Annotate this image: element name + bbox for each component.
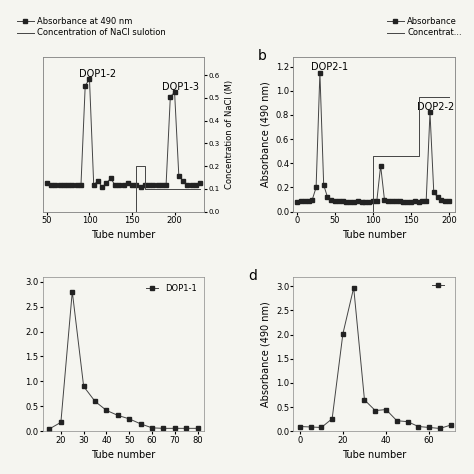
Absorbance at 490 nm [146,182,152,188]
Absorbance at 490 nm [159,182,164,188]
Absorbance at 490 nm [155,182,160,188]
DOP1-1 [127,416,132,422]
Absorbance at 490 nm [112,182,118,188]
Text: DOP1-3: DOP1-3 [162,82,199,92]
Absorbance at 490 nm [70,182,75,188]
DOP1-1 [46,426,52,432]
Absorbance at 490 nm [108,175,114,181]
Concentration of NaCl sulotion [134,209,139,214]
Absorbance at 490 nm [44,180,50,186]
Absorbance at 490 nm [87,76,92,82]
DOP1-1 [58,419,64,425]
DOP1-1 [149,425,155,431]
Absorbance at 490 nm [142,182,147,188]
Absorbance at 490 nm [117,182,122,188]
Absorbance at 490 nm [91,182,97,188]
Absorbance at 490 nm [197,180,203,186]
X-axis label: Tube number: Tube number [342,450,406,460]
Line: Concentration of NaCl sulotion: Concentration of NaCl sulotion [47,166,200,211]
Absorbance at 490 nm [129,182,135,188]
Y-axis label: Absorbance (490 nm): Absorbance (490 nm) [260,82,270,187]
Absorbance at 490 nm [176,173,182,179]
DOP1-1 [195,426,201,431]
Text: b: b [258,49,266,63]
Absorbance at 490 nm [74,182,80,188]
Absorbance at 490 nm [78,182,84,188]
Absorbance at 490 nm [61,182,67,188]
Legend:  [432,281,451,290]
Concentration of NaCl sulotion [142,186,147,191]
Legend: Absorbance at 490 nm, Concentration of NaCl sulotion: Absorbance at 490 nm, Concentration of N… [14,14,169,41]
DOP1-1 [161,426,166,431]
X-axis label: Tube number: Tube number [342,230,406,240]
Absorbance at 490 nm [134,182,139,188]
Absorbance at 490 nm [53,182,58,188]
Absorbance at 490 nm [95,178,101,183]
DOP1-1 [81,383,86,389]
Absorbance at 490 nm [184,182,190,188]
Absorbance at 490 nm [125,180,131,186]
Text: d: d [248,269,257,283]
DOP1-1 [183,426,189,431]
DOP1-1 [69,289,75,294]
Concentration of NaCl sulotion [134,163,139,169]
Text: DOP2-1: DOP2-1 [311,62,348,72]
DOP1-1 [104,408,109,413]
Absorbance at 490 nm [163,182,169,188]
Concentration of NaCl sulotion [142,163,147,169]
Absorbance at 490 nm [138,184,144,190]
Absorbance at 490 nm [180,178,186,183]
Absorbance at 490 nm [121,182,127,188]
Concentration of NaCl sulotion [44,209,50,214]
Absorbance at 490 nm [65,182,71,188]
Absorbance at 490 nm [150,182,156,188]
Absorbance at 490 nm [82,83,88,89]
Absorbance at 490 nm [104,180,109,186]
Absorbance at 490 nm [48,182,54,188]
Absorbance at 490 nm [100,184,105,190]
DOP1-1 [115,412,121,418]
Legend: Absorbance, Concentrat...: Absorbance, Concentrat... [384,14,465,41]
Text: DOP1-2: DOP1-2 [79,69,117,79]
Absorbance at 490 nm [172,90,177,95]
Text: DOP2-2: DOP2-2 [417,102,454,112]
Absorbance at 490 nm [167,94,173,100]
Legend: DOP1-1: DOP1-1 [143,281,200,296]
Absorbance at 490 nm [193,182,199,188]
Y-axis label: Concentration of NaCl (M): Concentration of NaCl (M) [225,80,234,189]
Concentration of NaCl sulotion [197,186,203,191]
Line: DOP1-1: DOP1-1 [47,290,200,431]
DOP1-1 [172,426,178,431]
Absorbance at 490 nm [57,182,63,188]
DOP1-1 [138,421,144,427]
DOP1-1 [92,399,98,404]
Y-axis label: Absorbance (490 nm): Absorbance (490 nm) [260,301,270,407]
X-axis label: Tube number: Tube number [91,450,155,460]
Absorbance at 490 nm [189,182,194,188]
Line: Absorbance at 490 nm: Absorbance at 490 nm [45,77,202,190]
X-axis label: Tube number: Tube number [91,230,155,240]
